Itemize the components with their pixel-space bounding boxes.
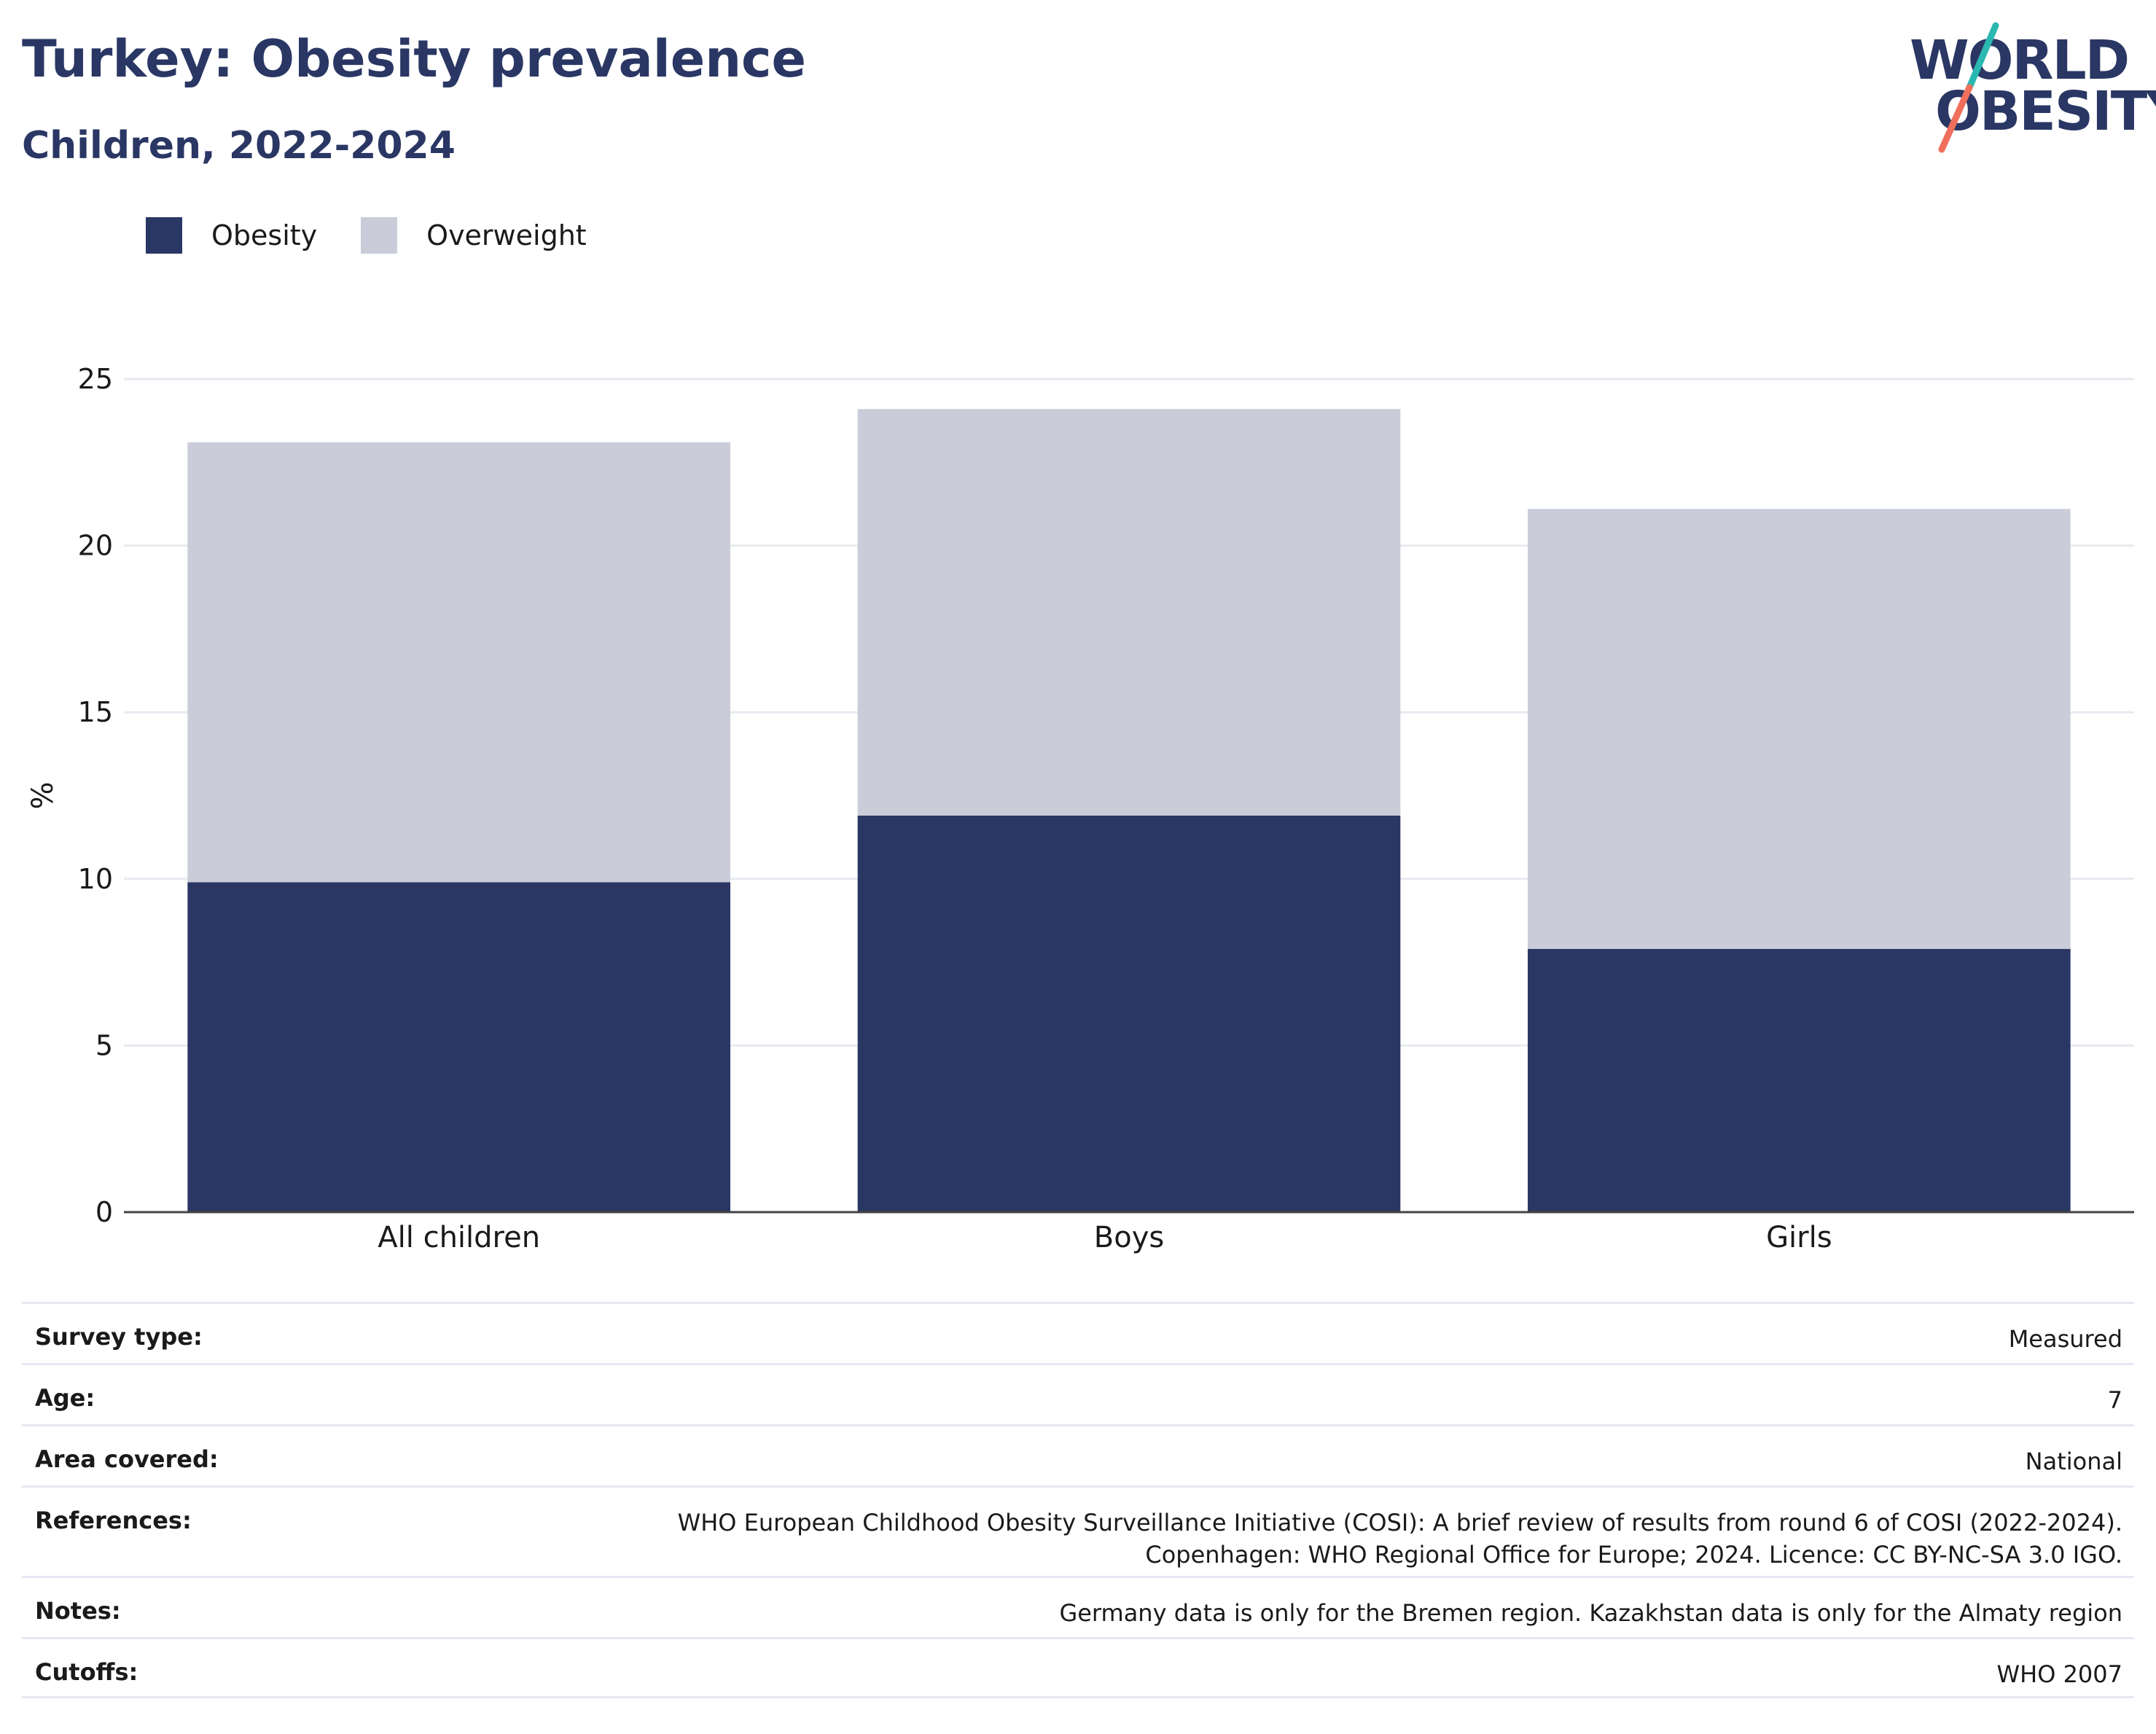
- legend-swatch-obesity: [146, 217, 182, 254]
- logo-word-world: WORLD: [1910, 29, 2130, 92]
- info-value: Germany data is only for the Bremen regi…: [1059, 1597, 2122, 1629]
- info-row: Notes: Germany data is only for the Breme…: [22, 1576, 2134, 1637]
- info-row: Area covered: National: [22, 1424, 2134, 1485]
- bar-overweight-boys: [857, 409, 1401, 816]
- info-row: Cutoffs: WHO 2007: [22, 1637, 2134, 1698]
- y-tick-label: 25: [78, 363, 113, 395]
- y-tick-label: 5: [95, 1029, 113, 1061]
- info-row: Age: 7: [22, 1363, 2134, 1424]
- y-tick-label: 15: [78, 696, 113, 728]
- legend-label-overweight: Overweight: [426, 219, 587, 251]
- y-tick-label: 0: [95, 1196, 113, 1228]
- chart-subtitle: Children, 2022-2024: [22, 124, 456, 168]
- stacked-bar-chart: 0 5 10 15 20 25% All children Boys Girls: [26, 363, 2134, 1254]
- info-value-line: WHO 2007: [1996, 1660, 2123, 1688]
- legend-item-overweight[interactable]: Overweight: [361, 217, 587, 254]
- x-tick-label: Girls: [1766, 1221, 1832, 1254]
- info-row: Survey type: Measured: [22, 1302, 2134, 1363]
- chart-title: Turkey: Obesity prevalence: [22, 29, 807, 89]
- bar-obesity-all-children: [187, 882, 730, 1212]
- info-value-line: 7: [2107, 1386, 2122, 1414]
- info-row: References: WHO European Childhood Obesit…: [22, 1485, 2134, 1576]
- bar-overweight-girls: [1528, 509, 2071, 949]
- bar-obesity-girls: [1528, 948, 2071, 1212]
- info-value: National: [2026, 1445, 2122, 1477]
- world-obesity-logo: WORLD OBESITY: [1888, 22, 2156, 153]
- info-value: 7: [2108, 1384, 2122, 1416]
- info-key: References:: [35, 1507, 192, 1534]
- legend-swatch-overweight: [361, 217, 398, 254]
- y-tick-label: 10: [78, 863, 113, 895]
- info-value-line: Measured: [2008, 1325, 2122, 1353]
- metadata-table: Survey type: Measured Age: 7 Area covered: Na…: [22, 1302, 2134, 1698]
- info-key: Notes:: [35, 1597, 121, 1625]
- info-value-line: WHO European Childhood Obesity Surveilla…: [677, 1509, 2122, 1536]
- info-value-line: National: [2025, 1448, 2122, 1475]
- x-tick-label: All children: [378, 1221, 540, 1254]
- info-value-line: Germany data is only for the Bremen regi…: [1059, 1599, 2122, 1627]
- y-tick-label: 20: [78, 530, 113, 562]
- info-key: Cutoffs:: [35, 1658, 138, 1686]
- logo-slash-icon: [1938, 22, 1999, 153]
- info-key: Age:: [35, 1384, 95, 1412]
- info-value: Measured: [2009, 1323, 2122, 1355]
- legend-label-obesity: Obesity: [211, 219, 318, 251]
- info-key: Survey type:: [35, 1323, 203, 1351]
- chart-legend: Obesity Overweight: [146, 217, 630, 254]
- bar-overweight-all-children: [187, 442, 730, 883]
- legend-item-obesity[interactable]: Obesity: [146, 217, 317, 254]
- info-value: WHO 2007: [1997, 1658, 2123, 1690]
- bar-obesity-boys: [857, 815, 1401, 1212]
- y-axis-label: %: [26, 781, 60, 809]
- x-tick-label: Boys: [1094, 1221, 1164, 1254]
- info-value-line: Copenhagen: WHO Regional Office for Euro…: [1145, 1541, 2122, 1569]
- info-value: WHO European Childhood Obesity Surveilla…: [678, 1507, 2122, 1571]
- info-key: Area covered:: [35, 1445, 219, 1473]
- logo-word-obesity: OBESITY: [1935, 80, 2156, 143]
